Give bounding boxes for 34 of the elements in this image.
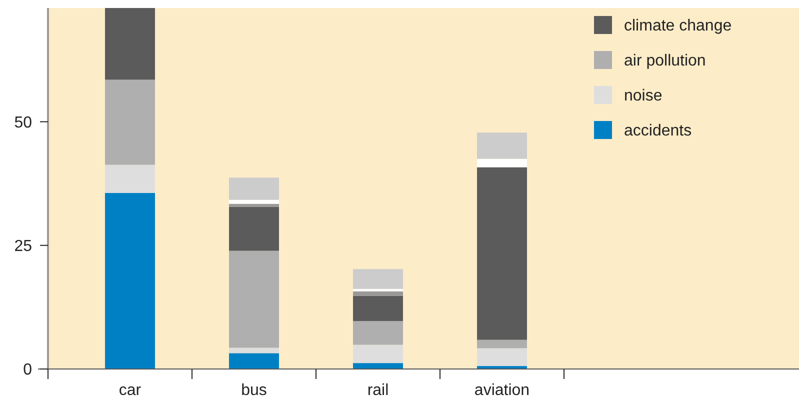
legend-label: air pollution — [624, 52, 706, 70]
bar — [477, 158, 527, 168]
bar — [353, 344, 403, 364]
legend-label: noise — [624, 88, 662, 105]
bar — [105, 8, 155, 80]
bar — [353, 296, 403, 322]
bar — [353, 269, 403, 289]
bar — [229, 200, 279, 204]
legend-label: accidents — [624, 122, 692, 140]
bar — [229, 250, 279, 348]
bar — [229, 206, 279, 251]
bar — [477, 167, 527, 340]
bar — [229, 348, 279, 354]
bar — [105, 80, 155, 165]
bar — [477, 340, 527, 348]
bar — [353, 321, 403, 345]
y-tick-label: 25 — [14, 238, 32, 255]
legend-label: climate change — [624, 18, 732, 35]
bar — [229, 353, 279, 369]
y-tick-label: 0 — [23, 362, 32, 379]
bar — [105, 192, 155, 369]
bar — [353, 363, 403, 369]
x-tick-label: car — [118, 382, 142, 399]
bar — [353, 291, 403, 296]
bar — [477, 348, 527, 366]
y-tick-label: 50 — [14, 114, 32, 132]
x-tick-label: bus — [241, 382, 267, 399]
x-tick-label: rail — [367, 382, 389, 399]
bar — [105, 164, 155, 193]
bar — [477, 132, 527, 159]
bar — [229, 204, 279, 207]
bar — [353, 288, 403, 292]
x-tick-label: aviation — [474, 382, 530, 399]
bar — [229, 178, 279, 200]
